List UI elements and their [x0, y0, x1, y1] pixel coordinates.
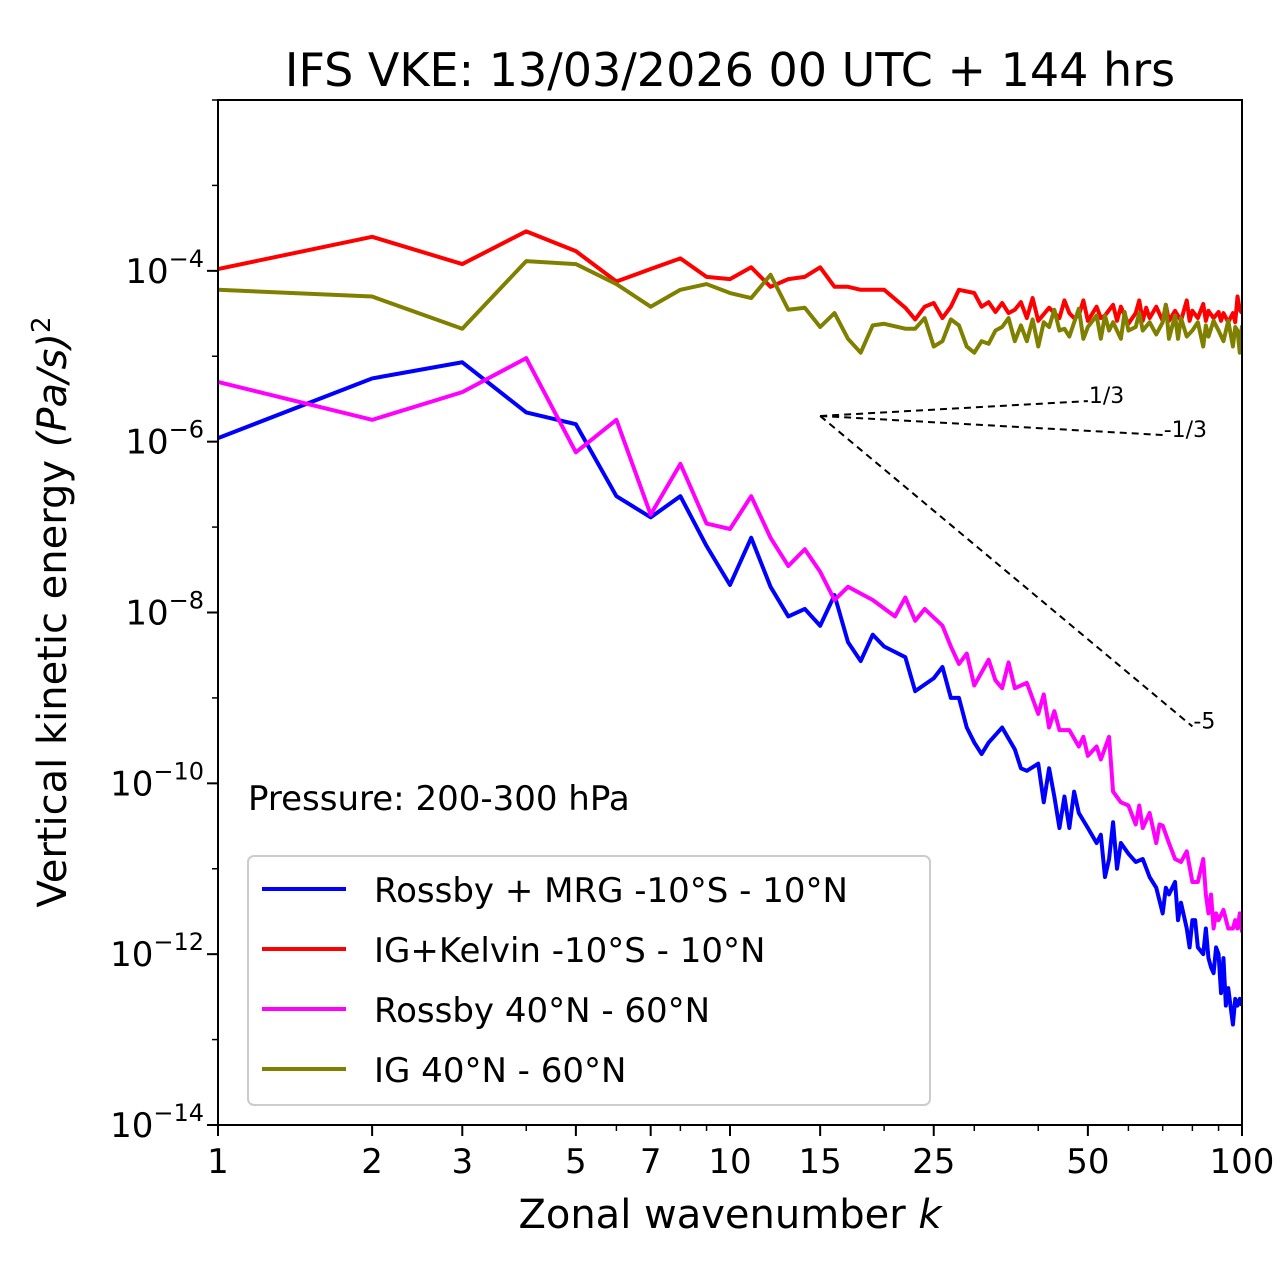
y-tick-exponent: −10	[153, 757, 204, 785]
pressure-annotation: Pressure: 200-300 hPa	[248, 779, 630, 819]
legend-box	[247, 855, 931, 1106]
y-axis-label-unit: (Pa/s)	[30, 333, 76, 447]
y-tick-base: 10	[125, 252, 168, 292]
y-tick-label: 10−4	[125, 245, 204, 292]
slope-line-2	[820, 414, 1163, 437]
y-tick-exponent: −6	[169, 416, 204, 444]
y-axis-label: Vertical kinetic energy (Pa/s)2	[27, 317, 76, 908]
x-tick-label: 10	[708, 1142, 751, 1182]
y-tick-label: 10−12	[110, 928, 204, 975]
legend-label-4: IG 40°N - 60°N	[374, 1051, 626, 1091]
slope-guides: 1/3 -1/3 -5	[819, 384, 1215, 734]
series-group	[218, 229, 1242, 1027]
x-tick-label: 100	[1210, 1142, 1275, 1182]
y-tick-label: 10−10	[110, 757, 204, 804]
legend-label-3: Rossby 40°N - 60°N	[374, 991, 710, 1031]
x-axis-label-text: Zonal wavenumber	[518, 1192, 906, 1238]
x-axis-label: Zonal wavenumber k	[518, 1192, 943, 1238]
legend-label-2: IG+Kelvin -10°S - 10°N	[374, 931, 765, 971]
chart-title: IFS VKE: 13/03/2026 00 UTC + 144 hrs	[285, 43, 1175, 97]
y-tick-exponent: −8	[169, 587, 204, 615]
axes: 1 2 3 5 7 10 15 25 50 10010−410−610−810−1010−1210…	[110, 99, 1275, 1182]
x-tick-label: 25	[912, 1142, 955, 1182]
series-line-1	[218, 360, 1242, 1027]
y-tick-label: 10−6	[125, 416, 204, 463]
x-tick-label: 2	[361, 1142, 383, 1182]
y-tick-base: 10	[110, 764, 153, 804]
y-tick-exponent: −12	[153, 928, 204, 956]
legend-label-1: Rossby + MRG -10°S - 10°N	[374, 871, 848, 911]
series-line-4	[218, 259, 1242, 355]
y-tick-exponent: −14	[153, 1099, 204, 1127]
y-tick-base: 10	[125, 594, 168, 634]
series-line-3	[218, 356, 1242, 933]
slope-line-3	[819, 415, 1194, 728]
y-tick-label: 10−8	[125, 587, 204, 634]
series-line-2	[218, 229, 1242, 326]
slope-label-3: -5	[1193, 709, 1215, 734]
x-axis-label-variable: k	[918, 1192, 943, 1238]
x-tick-label: 3	[451, 1142, 473, 1182]
y-axis-label-text: Vertical kinetic energy	[30, 460, 76, 908]
y-tick-base: 10	[125, 423, 168, 463]
y-tick-exponent: −4	[169, 245, 204, 273]
slope-label-2: -1/3	[1164, 418, 1207, 443]
x-tick-label: 15	[799, 1142, 842, 1182]
y-tick-base: 10	[110, 935, 153, 975]
y-axis-label-power: 2	[27, 317, 57, 334]
x-tick-label: 7	[640, 1142, 662, 1182]
x-tick-label: 5	[565, 1142, 587, 1182]
legend: Rossby + MRG -10°S - 10°N IG+Kelvin -10°S…	[247, 855, 931, 1106]
y-tick-base: 10	[110, 1106, 153, 1146]
x-tick-label: 50	[1066, 1142, 1109, 1182]
x-tick-label: 1	[207, 1142, 229, 1182]
slope-line-1	[820, 400, 1088, 417]
slope-label-1: 1/3	[1089, 384, 1124, 409]
y-tick-label: 10−14	[110, 1099, 204, 1146]
